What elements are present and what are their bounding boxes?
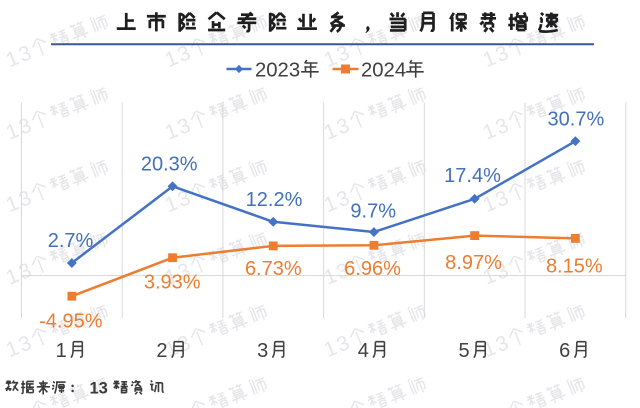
svg-text:8.97%: 8.97% <box>445 252 502 274</box>
svg-text:13: 13 <box>321 403 355 408</box>
svg-text:-4.95%: -4.95% <box>39 310 103 332</box>
svg-text:2.7%: 2.7% <box>48 230 94 252</box>
svg-text:6: 6 <box>559 340 570 362</box>
svg-text:12.2%: 12.2% <box>246 189 303 211</box>
svg-text:3: 3 <box>257 340 268 362</box>
svg-text:3.93%: 3.93% <box>144 272 201 294</box>
svg-text:13: 13 <box>90 379 108 397</box>
svg-text:8.15%: 8.15% <box>546 255 603 277</box>
svg-text:4: 4 <box>358 340 369 362</box>
svg-text:6.96%: 6.96% <box>344 258 401 280</box>
svg-text:20.3%: 20.3% <box>141 154 198 176</box>
svg-text:13: 13 <box>3 403 37 408</box>
svg-text:30.7%: 30.7% <box>548 109 605 131</box>
svg-text:2023: 2023 <box>255 60 300 82</box>
svg-text:1: 1 <box>56 340 67 362</box>
svg-text:2024: 2024 <box>361 60 406 82</box>
svg-text:17.4%: 17.4% <box>444 165 501 187</box>
svg-text:6.73%: 6.73% <box>245 258 302 280</box>
svg-text:13: 13 <box>162 403 196 408</box>
svg-text:9.7%: 9.7% <box>350 201 396 223</box>
svg-text:2: 2 <box>156 340 167 362</box>
svg-text:13: 13 <box>480 403 514 408</box>
svg-text:5: 5 <box>459 340 470 362</box>
